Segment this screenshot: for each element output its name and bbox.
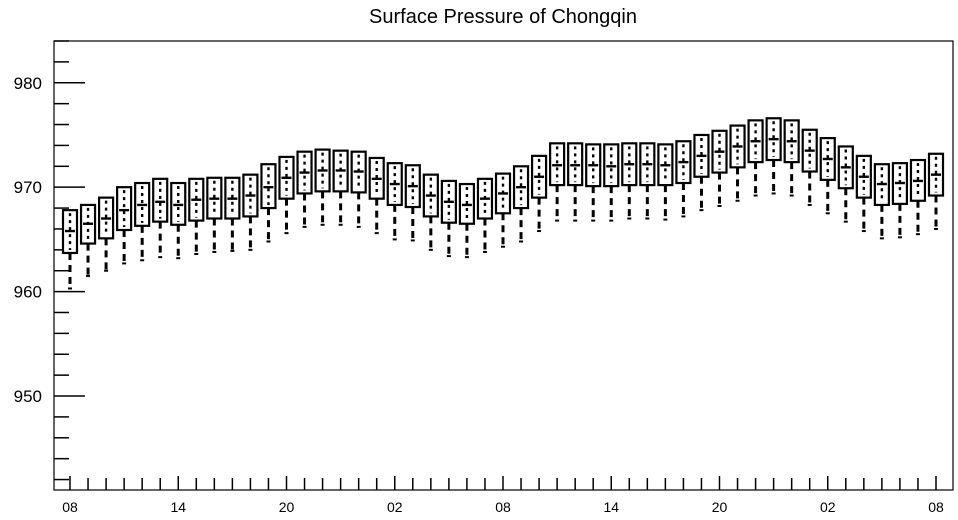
box [837,145,854,223]
box [61,209,79,290]
x-tick-label: 08 [62,499,78,515]
box [855,154,872,233]
box [116,186,133,265]
box [224,176,241,252]
x-axis: 08 14 20 02 08 14 20 02 08 [62,476,944,515]
y-tick-label: 950 [14,387,42,406]
box [350,150,367,228]
box [242,173,259,251]
box [891,162,909,239]
box [458,182,476,259]
y-axis: 950 960 970 980 [14,40,85,481]
box [585,143,602,222]
box-body [152,177,169,223]
x-tick-label: 20 [712,499,728,515]
y-tick-label: 980 [14,74,42,93]
plot-frame [53,40,954,491]
y-tick-label: 970 [14,178,42,197]
box [440,179,457,258]
box [711,129,728,207]
box [927,152,945,230]
box [188,177,205,256]
box [621,142,638,220]
box [404,164,421,242]
box [765,117,782,195]
box [657,143,674,221]
box [783,119,800,197]
x-tick-label: 14 [603,499,619,515]
box [134,181,151,262]
box [476,177,494,253]
box [873,163,890,240]
box [296,150,313,228]
box-body [116,186,133,232]
y-tick-label: 960 [14,283,42,302]
box [747,119,764,197]
box [314,148,331,226]
box [278,155,295,235]
box-series [61,117,945,290]
box [549,142,566,222]
box [801,128,818,206]
box [639,142,656,220]
box [79,203,97,277]
box [260,163,277,243]
chart-title: Surface Pressure of Chongqin [369,6,637,28]
box [909,158,927,236]
box [819,137,836,215]
box [512,165,530,243]
x-tick-label: 08 [495,499,511,515]
box [530,154,548,233]
box [368,156,385,235]
box [332,149,349,226]
box [494,172,512,248]
box [693,133,710,212]
box [729,124,746,202]
box [206,176,223,253]
x-tick-label: 14 [170,499,186,515]
x-tick-label: 02 [820,499,836,515]
box [152,177,169,259]
box [97,196,115,272]
x-tick-label: 20 [279,499,295,515]
box [675,140,692,218]
box [170,181,187,260]
x-tick-label: 08 [928,499,944,515]
box [603,143,620,222]
box [422,173,439,251]
box [386,162,403,241]
x-tick-label: 02 [387,499,403,515]
box [567,142,584,222]
